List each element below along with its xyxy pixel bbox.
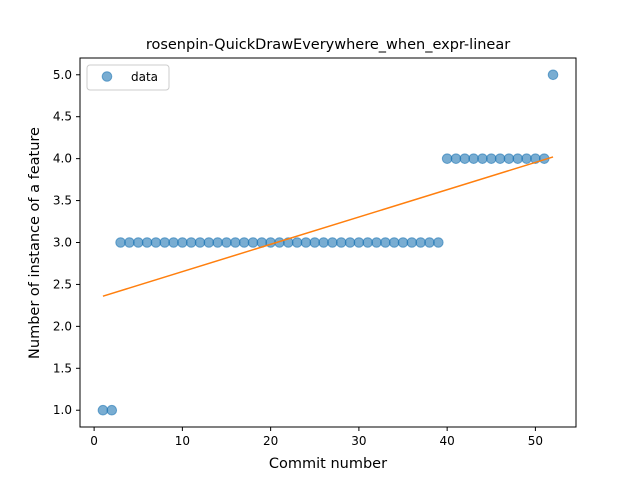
data-point <box>441 153 453 164</box>
y-tick-label: 2.0 <box>53 319 72 333</box>
data-point <box>371 237 382 248</box>
data-point <box>194 237 206 248</box>
y-tick-label: 5.0 <box>53 68 72 82</box>
y-tick-label: 3.5 <box>53 194 72 208</box>
data-point <box>238 237 250 248</box>
x-tick-label: 20 <box>263 434 278 448</box>
data-point <box>327 237 338 248</box>
legend: data <box>86 64 170 91</box>
x-tick-label: 40 <box>440 434 455 448</box>
data-point <box>485 153 497 164</box>
data-point <box>203 237 215 248</box>
data-point <box>150 237 162 248</box>
x-tick-label: 30 <box>351 434 366 448</box>
data-point <box>503 153 515 164</box>
chart-title: rosenpin-QuickDrawEverywhere_when_expr-l… <box>146 37 510 53</box>
data-point <box>547 69 559 81</box>
data-point <box>424 237 435 248</box>
data-point <box>300 237 312 248</box>
data-point <box>512 153 524 164</box>
x-tick-label: 10 <box>175 434 190 448</box>
data-point <box>450 153 462 164</box>
legend-marker-data <box>101 71 113 82</box>
data-point <box>97 404 109 416</box>
data-point <box>344 237 356 248</box>
data-point <box>309 237 321 248</box>
data-point <box>124 237 135 248</box>
data-point <box>353 237 365 248</box>
data-point <box>468 153 479 164</box>
data-point <box>185 237 197 248</box>
data-point <box>168 237 179 248</box>
plot-area <box>97 69 559 416</box>
data-point <box>141 237 153 248</box>
data-point <box>477 153 488 164</box>
y-axis-label: Number of instance of a feature <box>27 127 43 359</box>
data-point <box>459 153 471 164</box>
data-point <box>106 404 118 416</box>
data-point <box>221 237 232 248</box>
data-point <box>494 153 506 164</box>
y-tick-label: 1.0 <box>53 403 72 417</box>
data-point <box>212 237 223 248</box>
data-point <box>335 237 347 248</box>
axis-ticks: 0 10 20 30 40 50 1.0 1.5 2.0 2.5 3.0 3.5 4.0 4.5 5.0 <box>53 57 577 448</box>
data-point <box>397 237 409 248</box>
data-point <box>115 237 126 248</box>
data-point <box>318 237 329 248</box>
legend-label-data: data <box>131 70 158 84</box>
data-point <box>388 237 400 248</box>
data-point <box>362 237 374 248</box>
y-tick-label: 4.0 <box>53 152 72 166</box>
x-axis-label: Commit number <box>269 456 387 472</box>
fit-line <box>102 156 554 297</box>
y-tick-label: 1.5 <box>53 361 72 375</box>
data-point <box>291 237 303 248</box>
x-tick-label: 50 <box>528 434 543 448</box>
data-point <box>230 237 241 248</box>
data-point <box>380 237 391 248</box>
data-point <box>159 237 171 248</box>
data-point <box>247 237 259 248</box>
y-tick-label: 2.5 <box>53 277 72 291</box>
data-point <box>521 153 532 164</box>
y-tick-label: 3.0 <box>53 236 72 250</box>
x-tick-label: 0 <box>90 434 98 448</box>
data-point <box>415 237 426 248</box>
y-tick-label: 4.5 <box>53 110 72 124</box>
data-point <box>433 237 444 248</box>
data-point <box>406 237 418 248</box>
data-point <box>132 237 144 248</box>
data-point <box>177 237 188 248</box>
